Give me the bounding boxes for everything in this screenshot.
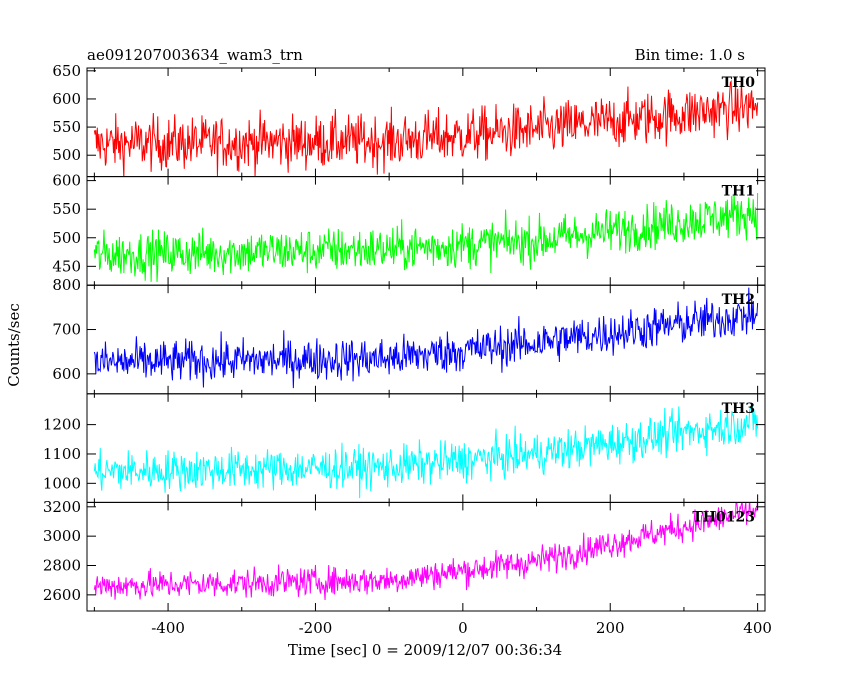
y-tick-label: 600: [52, 90, 81, 108]
x-tick-label: -200: [299, 619, 333, 637]
series-line-th3: [93, 406, 759, 499]
panel-th1: 450 500 550 600 TH1: [52, 172, 766, 286]
series-line-th0123: [93, 502, 758, 601]
x-tick-label: -400: [151, 619, 185, 637]
y-tick-label: 600: [52, 365, 81, 383]
y-tick-label: 2800: [43, 557, 81, 575]
x-axis-label: Time [sec] 0 = 2009/12/07 00:36:34: [288, 641, 562, 659]
panel-frame: [86, 393, 766, 503]
panels-group: 500 550 600 650 TH0 450 500 550 600 TH1 600 700 800 T…: [43, 62, 772, 637]
y-tick-label: 500: [52, 146, 81, 164]
panel-label-th1: TH1: [722, 184, 755, 200]
panel-th3: 1000 1100 1200 TH3: [43, 393, 766, 503]
x-tick-label: 400: [743, 619, 772, 637]
y-tick-label: 700: [52, 321, 81, 339]
panel-label-th2: TH2: [722, 292, 755, 308]
y-tick-label: 2600: [43, 586, 81, 604]
chart-title: ae091207003634_wam3_trn: [87, 46, 303, 64]
panel-label-th0123: TH0123: [692, 509, 755, 525]
y-tick-label: 3000: [43, 527, 81, 545]
x-tick-label: 0: [458, 619, 468, 637]
y-tick-label: 1200: [43, 416, 81, 434]
panel-frame: [86, 284, 766, 395]
y-tick-label: 3200: [43, 498, 81, 516]
series-line-th2: [93, 287, 759, 389]
panel-label-th0: TH0: [722, 75, 756, 91]
y-tick-label: 800: [52, 276, 81, 294]
y-tick-label: 450: [52, 257, 81, 275]
panel-th0123: 2600 2800 3000 3200 TH0123 -400 -200 0 200 400: [43, 498, 772, 637]
y-tick-label: 1000: [43, 474, 81, 492]
series-line-th1: [93, 192, 759, 282]
y-tick-label: 500: [52, 229, 81, 247]
y-tick-label: 650: [52, 62, 81, 80]
y-axis-label: Counts/sec: [5, 303, 23, 387]
series-line-th0: [93, 77, 759, 177]
panel-frame: [86, 501, 766, 612]
panel-th0: 500 550 600 650 TH0: [52, 62, 766, 178]
panel-th2: 600 700 800 TH2: [52, 276, 766, 395]
y-tick-label: 600: [52, 172, 81, 190]
y-tick-label: 550: [52, 118, 81, 136]
x-tick-label: 200: [596, 619, 625, 637]
panel-label-th3: TH3: [722, 401, 755, 417]
bin-time-label: Bin time: 1.0 s: [635, 46, 745, 64]
y-tick-label: 550: [52, 200, 81, 218]
y-tick-label: 1100: [43, 445, 81, 463]
